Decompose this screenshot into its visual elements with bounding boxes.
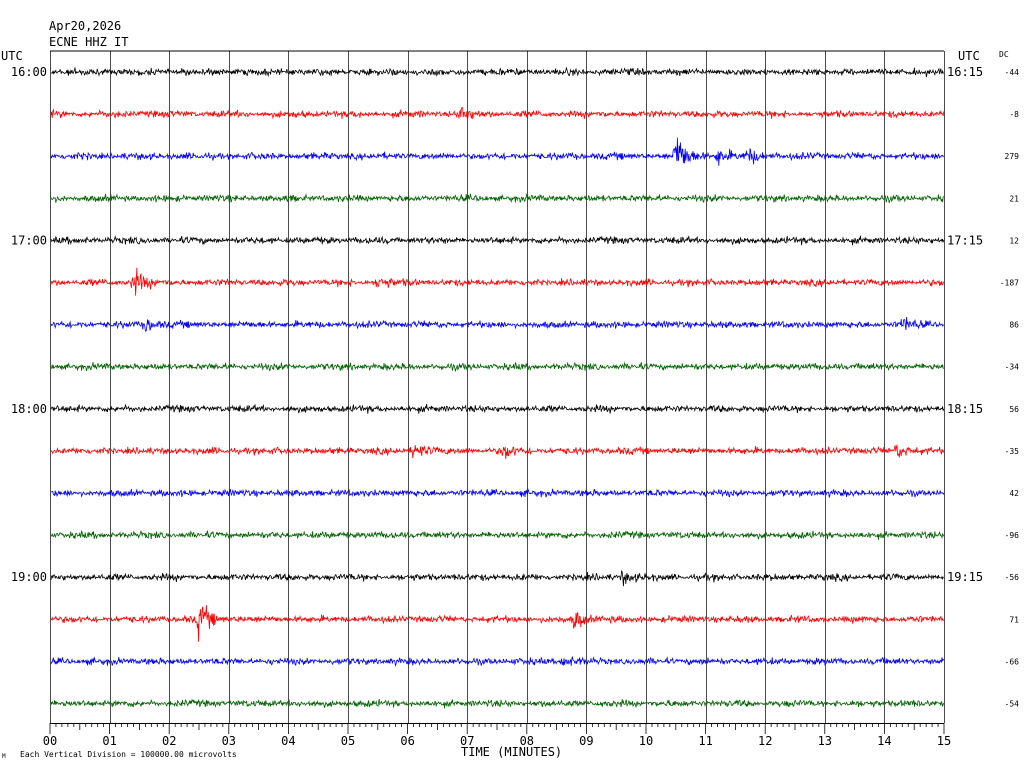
- seismic-trace: [50, 107, 945, 120]
- dc-offset-label: -187: [1000, 279, 1019, 288]
- seismic-trace: [50, 66, 945, 78]
- time-label-left: 18:00: [11, 402, 47, 416]
- time-grid: [50, 50, 945, 723]
- seismic-trace: [50, 267, 945, 296]
- time-label-left: 16:00: [11, 65, 47, 79]
- x-tick-label: 15: [937, 734, 951, 748]
- seismic-trace: [50, 235, 945, 246]
- time-label-right: 19:15: [947, 570, 983, 584]
- dc-offset-label: 21: [1009, 194, 1019, 203]
- x-tick-label: 07: [460, 734, 474, 748]
- utc-right-label: UTC: [958, 49, 980, 63]
- seismic-trace: [50, 698, 945, 709]
- seismic-trace: [50, 193, 945, 204]
- seismic-trace: [50, 656, 945, 667]
- x-tick-label: 12: [758, 734, 772, 748]
- x-tick-label: 14: [877, 734, 891, 748]
- seismic-traces: [50, 66, 945, 709]
- dc-offset-label: -35: [1005, 447, 1020, 456]
- seismic-trace: [50, 605, 944, 642]
- scale-note: Each Vertical Division = 100000.00 micro…: [20, 750, 237, 759]
- dc-header-label: DC: [999, 50, 1009, 59]
- time-label-left: 17:00: [11, 233, 47, 247]
- seismic-trace: [50, 570, 944, 587]
- dc-offset-label: -56: [1005, 573, 1020, 582]
- x-tick-label: 03: [222, 734, 236, 748]
- dc-offset-label: -8: [1009, 110, 1019, 119]
- x-tick-label: 13: [818, 734, 832, 748]
- x-tick-label: 08: [520, 734, 534, 748]
- x-tick-label: 09: [579, 734, 593, 748]
- dc-offset-label: -54: [1005, 700, 1020, 709]
- time-label-right: 17:15: [947, 233, 983, 247]
- dc-offset-label: 42: [1009, 489, 1019, 498]
- dc-offset-label: -34: [1005, 363, 1020, 372]
- dc-offset-label: 56: [1009, 405, 1019, 414]
- dc-offset-label: 86: [1009, 321, 1019, 330]
- time-label-left: 19:00: [11, 570, 47, 584]
- time-axis: 00 01 02 03 04 05 06 07 08 09 10 11 12 13 14 15: [43, 723, 951, 748]
- dc-offset-label: 71: [1009, 615, 1019, 624]
- station-label: ECNE HHZ IT: [49, 35, 129, 49]
- row-labels: 16:00 16:15 -44 -8 279 21 17:00 17:15 12 -187 86 -3…: [11, 65, 1019, 709]
- dc-offset-label: -66: [1005, 657, 1020, 666]
- x-tick-label: 06: [400, 734, 414, 748]
- dc-offset-label: 279: [1005, 152, 1020, 161]
- x-tick-label: 02: [162, 734, 176, 748]
- x-tick-label: 01: [102, 734, 116, 748]
- seismic-trace: [50, 444, 945, 460]
- utc-left-label: UTC: [1, 49, 23, 63]
- x-tick-label: 10: [639, 734, 653, 748]
- x-tick-label: 00: [43, 734, 57, 748]
- dc-offset-label: -96: [1005, 531, 1020, 540]
- seismic-trace: [50, 316, 944, 333]
- dc-offset-label: 12: [1009, 236, 1019, 245]
- corner-mark: M: [2, 753, 6, 760]
- x-tick-label: 11: [698, 734, 712, 748]
- dc-offset-label: -44: [1005, 68, 1020, 77]
- time-label-right: 16:15: [947, 65, 983, 79]
- x-tick-label: 05: [341, 734, 355, 748]
- seismic-trace: [50, 137, 945, 166]
- x-tick-label: 04: [281, 734, 295, 748]
- time-label-right: 18:15: [947, 402, 983, 416]
- seismic-trace: [50, 403, 945, 414]
- seismic-trace: [50, 361, 945, 372]
- seismic-trace: [50, 487, 945, 499]
- date-label: Apr20,2026: [49, 19, 122, 33]
- seismic-trace: [50, 530, 945, 540]
- x-axis-label: TIME (MINUTES): [461, 745, 563, 759]
